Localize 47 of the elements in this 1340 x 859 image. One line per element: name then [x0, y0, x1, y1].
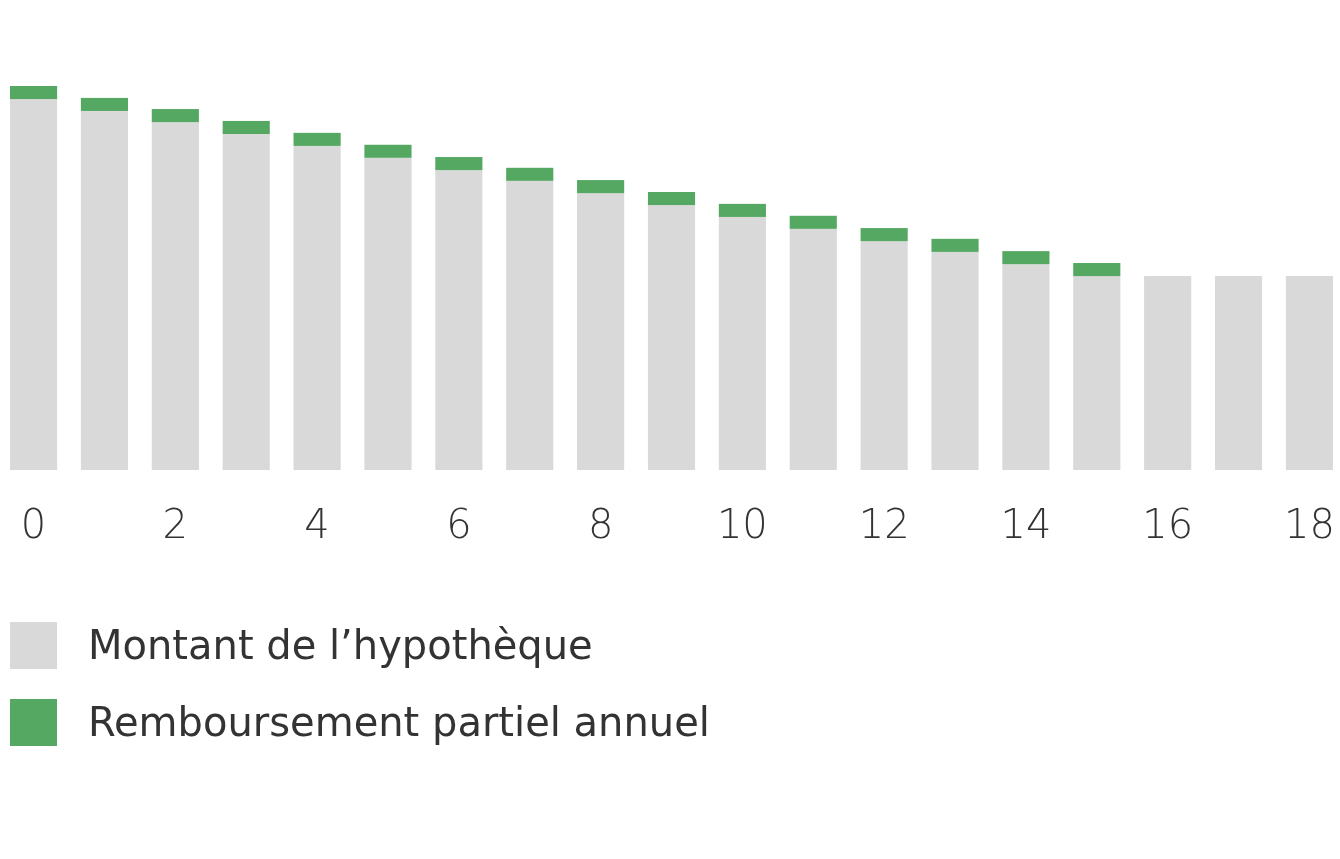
bar — [506, 167, 554, 181]
legend-label: Montant de l’hypothèque — [88, 622, 593, 668]
bar — [789, 215, 837, 229]
bar — [151, 122, 199, 470]
bar — [718, 203, 766, 217]
bar — [931, 238, 979, 252]
x-tick-label: 12 — [858, 501, 910, 547]
bar — [435, 170, 483, 470]
x-tick-label: 8 — [587, 501, 614, 547]
bar — [931, 251, 979, 470]
bar — [293, 132, 341, 146]
x-tick-label: 16 — [1142, 501, 1194, 547]
bar — [577, 193, 625, 470]
bar — [860, 241, 908, 470]
bar — [1285, 276, 1333, 470]
bar — [718, 216, 766, 470]
x-tick-label: 6 — [446, 501, 472, 547]
bar — [80, 97, 129, 111]
legend-label: Remboursement partiel annuel — [88, 699, 710, 745]
bar — [364, 157, 412, 470]
x-tick-label: 14 — [1000, 501, 1052, 547]
bar — [10, 86, 58, 100]
bar — [506, 180, 554, 470]
bar — [647, 205, 696, 470]
bar — [435, 157, 483, 171]
bar — [222, 120, 270, 134]
x-tick-label: 0 — [20, 501, 47, 547]
bar — [80, 110, 129, 470]
x-tick-label: 18 — [1283, 501, 1335, 547]
x-tick-label: 4 — [304, 501, 330, 547]
bar — [10, 99, 58, 470]
x-tick-label: 2 — [162, 501, 189, 547]
bar — [1073, 276, 1121, 470]
bar — [151, 109, 199, 123]
bar — [1214, 276, 1263, 470]
bar — [789, 228, 837, 470]
bar — [1002, 251, 1050, 265]
bar — [222, 134, 270, 470]
bar — [1073, 263, 1121, 277]
bar — [293, 145, 341, 470]
bar — [577, 180, 625, 194]
x-tick-label: 10 — [716, 501, 768, 547]
bar — [1144, 276, 1192, 470]
bar — [860, 228, 908, 242]
bar — [647, 191, 696, 206]
bar — [364, 144, 412, 158]
bar — [1002, 264, 1050, 470]
